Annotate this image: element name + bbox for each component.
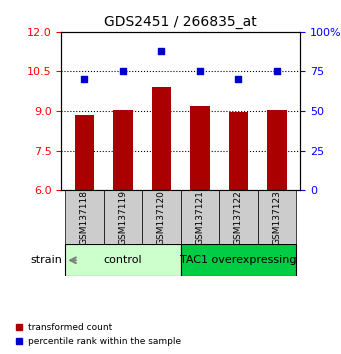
Point <box>236 76 241 82</box>
FancyBboxPatch shape <box>65 245 181 276</box>
Text: GSM137120: GSM137120 <box>157 190 166 245</box>
Text: GSM137123: GSM137123 <box>272 190 281 245</box>
Legend: transformed count, percentile rank within the sample: transformed count, percentile rank withi… <box>11 320 185 349</box>
Bar <box>267 110 286 190</box>
FancyBboxPatch shape <box>104 190 142 245</box>
Text: GSM137119: GSM137119 <box>118 190 128 245</box>
FancyBboxPatch shape <box>219 190 258 245</box>
Bar <box>190 106 210 190</box>
Text: strain: strain <box>30 255 62 265</box>
Point <box>197 69 203 74</box>
FancyBboxPatch shape <box>258 190 296 245</box>
Bar <box>113 110 133 190</box>
Point <box>274 69 280 74</box>
Text: GSM137118: GSM137118 <box>80 190 89 245</box>
Point <box>120 69 126 74</box>
FancyBboxPatch shape <box>65 190 104 245</box>
Title: GDS2451 / 266835_at: GDS2451 / 266835_at <box>104 16 257 29</box>
Bar <box>152 87 171 190</box>
Text: TAC1 overexpressing: TAC1 overexpressing <box>180 255 297 265</box>
Text: GSM137122: GSM137122 <box>234 190 243 245</box>
Text: GSM137121: GSM137121 <box>195 190 205 245</box>
Bar <box>229 112 248 190</box>
FancyBboxPatch shape <box>142 190 181 245</box>
Point <box>82 76 87 82</box>
FancyBboxPatch shape <box>181 190 219 245</box>
FancyBboxPatch shape <box>181 245 296 276</box>
Bar <box>75 115 94 190</box>
Point <box>159 48 164 54</box>
Text: control: control <box>104 255 142 265</box>
